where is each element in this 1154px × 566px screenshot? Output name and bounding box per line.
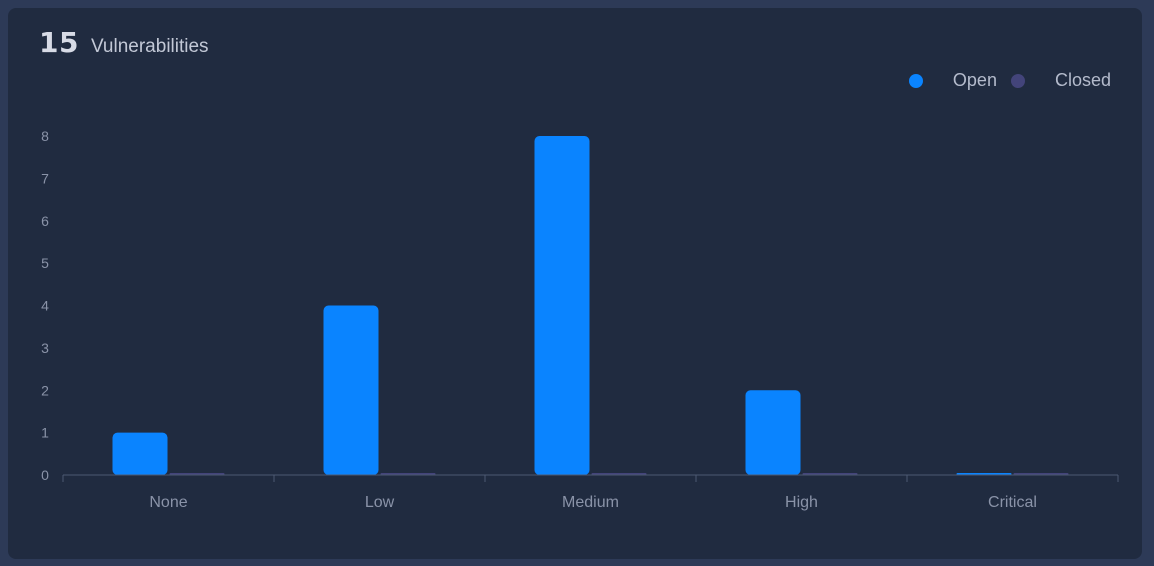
y-tick-label: 1 (41, 425, 49, 441)
chart-legend: Open Closed (895, 70, 1111, 91)
bar-open-high (745, 390, 801, 475)
y-tick-label: 6 (41, 213, 49, 229)
x-tick-label: Low (365, 494, 395, 511)
x-tick-label: Critical (988, 494, 1037, 511)
y-tick-label: 3 (41, 340, 49, 356)
y-axis-ticks: 0 1 2 3 4 5 6 7 8 (41, 128, 49, 483)
legend-label-closed: Closed (1054, 70, 1111, 90)
x-tick-label: None (149, 494, 187, 511)
y-tick-label: 8 (41, 128, 49, 144)
bar-open-low (323, 305, 379, 475)
vulnerability-count: 15 (39, 26, 79, 59)
y-tick-label: 0 (41, 467, 49, 483)
card-header: 15 Vulnerabilities (39, 26, 209, 59)
legend-dot-closed (1010, 73, 1025, 88)
y-tick-label: 4 (41, 298, 49, 314)
bar-chart: 0 1 2 3 4 5 6 7 8 None Low Medium High Critical (41, 128, 1119, 511)
y-tick-label: 5 (41, 255, 49, 271)
x-tick-label: Medium (562, 494, 619, 511)
bars (112, 136, 1069, 475)
bar-open-medium (534, 136, 590, 475)
legend-label-open: Open (952, 70, 997, 90)
legend-dot-open (908, 73, 923, 88)
x-tick-label: High (785, 494, 818, 511)
vulnerabilities-card: 15 Vulnerabilities Open Closed 0 1 2 3 4 5 6 7 8… (8, 8, 1142, 559)
y-tick-label: 7 (41, 170, 49, 186)
legend-item-closed[interactable]: Closed (1010, 70, 1111, 91)
legend-item-open[interactable]: Open (908, 70, 997, 91)
bar-open-none (112, 432, 168, 475)
x-axis: None Low Medium High Critical (62, 474, 1119, 511)
y-tick-label: 2 (41, 382, 49, 398)
card-title: Vulnerabilities (90, 36, 209, 57)
